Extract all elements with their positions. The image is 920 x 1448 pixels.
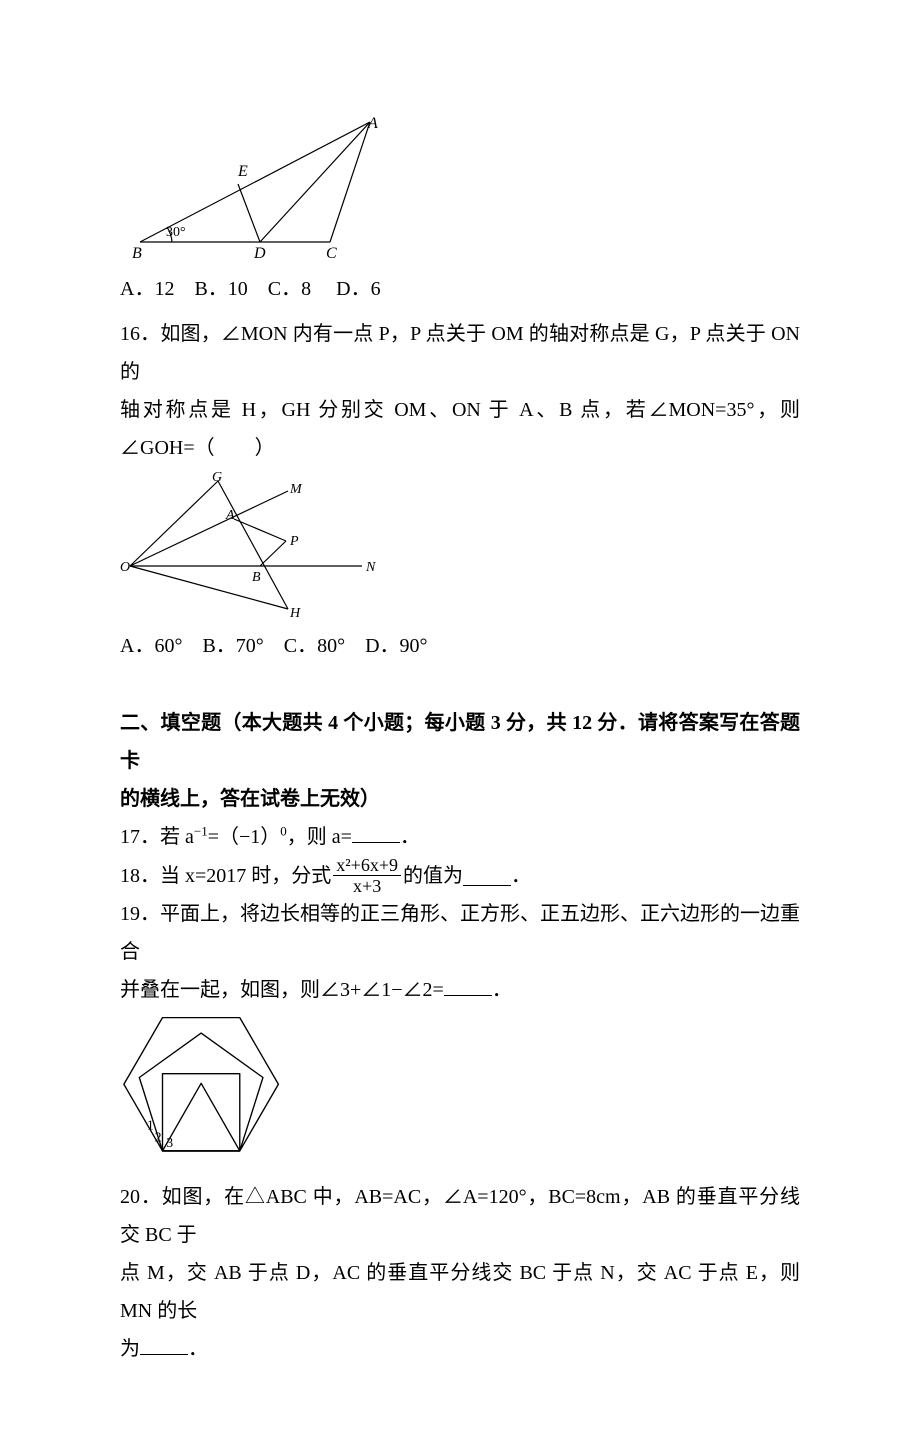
- svg-text:P: P: [289, 534, 299, 549]
- q16-figure: G M A P O B N H: [120, 471, 800, 626]
- q16-stem-line2: 轴对称点是 H，GH 分别交 OM、ON 于 A、B 点，若∠MON=35°，则…: [120, 391, 800, 467]
- q18-denominator: x+3: [333, 876, 401, 895]
- q17-mid: =（−1）: [208, 826, 281, 848]
- q18-pre: 18．当 x=2017 时，分式: [120, 857, 331, 895]
- q17-pre: 17．若 a: [120, 826, 194, 848]
- svg-text:N: N: [365, 560, 376, 575]
- section2-heading-line2: 的横线上，答在试卷上无效）: [120, 780, 800, 818]
- svg-text:B: B: [132, 245, 142, 262]
- svg-text:3: 3: [166, 1135, 173, 1150]
- svg-text:O: O: [120, 560, 130, 575]
- q20-line2: 点 M，交 AB 于点 D，AC 的垂直平分线交 BC 于点 N，交 AC 于点…: [120, 1254, 800, 1330]
- q19-figure: 1 2 3: [120, 1013, 800, 1176]
- q18-fraction: x²+6x+9 x+3: [333, 856, 401, 895]
- q17-end: ．: [400, 826, 420, 848]
- svg-text:A: A: [367, 115, 378, 132]
- q19-line1: 19．平面上，将边长相等的正三角形、正方形、正五边形、正六边形的一边重合: [120, 895, 800, 971]
- q15-options: A．12 B．10 C．8 D．6: [120, 271, 800, 307]
- svg-text:H: H: [289, 606, 301, 621]
- q20-line3-pre: 为: [120, 1338, 140, 1360]
- svg-text:2: 2: [155, 1129, 162, 1144]
- q19-line2: 并叠在一起，如图，则∠3+∠1−∠2= ．: [120, 971, 800, 1009]
- svg-text:G: G: [212, 471, 222, 485]
- q19-line2-pre: 并叠在一起，如图，则∠3+∠1−∠2=: [120, 979, 444, 1001]
- q20-line3: 为．: [120, 1330, 800, 1368]
- svg-text:D: D: [253, 245, 266, 262]
- svg-text:E: E: [237, 163, 248, 180]
- svg-text:A: A: [225, 508, 235, 523]
- svg-text:1: 1: [147, 1118, 154, 1133]
- q16-stem-line1: 16．如图，∠MON 内有一点 P，P 点关于 OM 的轴对称点是 G，P 点关…: [120, 315, 800, 391]
- q19-end: ．: [492, 979, 512, 1001]
- q18-end: ．: [511, 857, 531, 895]
- q16-options: A．60° B．70° C．80° D．90°: [120, 628, 800, 664]
- q18-post: 的值为: [403, 857, 463, 895]
- svg-text:B: B: [252, 570, 261, 585]
- q15-figure: A E B D C 30°: [120, 114, 800, 269]
- q20-line1: 20．如图，在△ABC 中，AB=AC，∠A=120°，BC=8cm，AB 的垂…: [120, 1178, 800, 1254]
- svg-text:M: M: [289, 482, 303, 497]
- q20-end: ．: [188, 1338, 208, 1360]
- q18-numerator: x²+6x+9: [333, 856, 401, 876]
- q18-text: 18．当 x=2017 时，分式 x²+6x+9 x+3 的值为 ．: [120, 856, 800, 895]
- q15-angle-label: 30°: [166, 225, 186, 240]
- q18-blank: [463, 865, 511, 886]
- q17-exp1: −1: [194, 823, 208, 838]
- section2-heading-line1: 二、填空题（本大题共 4 个小题；每小题 3 分，共 12 分．请将答案写在答题…: [120, 704, 800, 780]
- q19-blank: [444, 975, 492, 996]
- q20-blank: [140, 1334, 188, 1355]
- q17-blank: [352, 822, 400, 843]
- q17-text: 17．若 a−1=（−1）0，则 a=．: [120, 818, 800, 856]
- svg-text:C: C: [326, 245, 337, 262]
- q17-post: ，则 a=: [287, 826, 352, 848]
